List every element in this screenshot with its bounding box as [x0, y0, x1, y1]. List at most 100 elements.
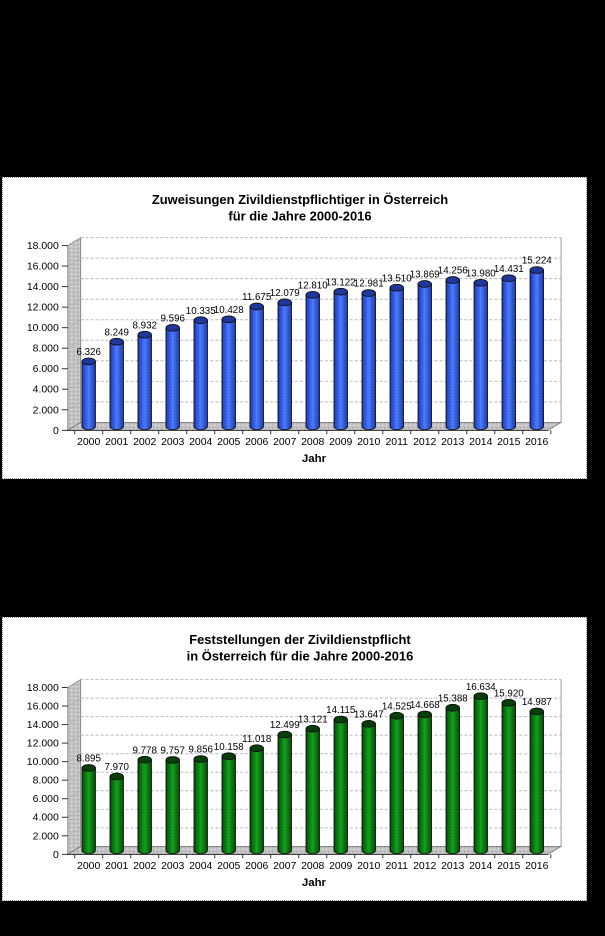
bar-value-label: 13.122: [326, 277, 356, 288]
gridline-wall: [67, 697, 81, 707]
x-tick-label: 2015: [497, 861, 520, 872]
bar-texture: [250, 306, 264, 430]
bar-value-label: 15.388: [438, 693, 468, 704]
bar-texture: [250, 748, 264, 854]
bar-value-label: 12.499: [270, 720, 300, 731]
y-tick-label: 14.000: [27, 282, 59, 293]
bar-cap: [529, 266, 544, 274]
bar-value-label: 14.115: [326, 705, 355, 716]
bar-cap: [221, 315, 236, 324]
bar-texture: [137, 759, 152, 854]
x-tick-label: 2002: [133, 437, 156, 448]
bar-value-label: 11.675: [242, 292, 272, 303]
bar-texture: [81, 361, 96, 430]
y-tick-label: 10.000: [27, 757, 59, 768]
chart-title-line2: in Österreich für die Jahre 2000-2016: [187, 649, 414, 664]
x-tick-label: 2001: [105, 437, 128, 448]
bar-value-label: 12.810: [298, 281, 328, 292]
gridline-wall: [67, 753, 81, 763]
bar-value-label: 9.757: [161, 746, 185, 757]
gridline-wall: [67, 380, 81, 390]
bar-value-label: 11.018: [242, 734, 271, 745]
bar-texture: [446, 280, 460, 430]
x-axis-title: Jahr: [302, 453, 327, 465]
bar-value-label: 8.249: [104, 327, 128, 338]
y-tick-label: 2.000: [33, 405, 59, 416]
y-tick-label: 2.000: [33, 831, 59, 842]
y-tick-label: 18.000: [27, 241, 59, 252]
bar-cap: [193, 316, 208, 325]
x-tick-label: 2007: [273, 437, 296, 448]
x-tick-label: 2006: [245, 861, 268, 872]
bar-value-label: 9.856: [189, 745, 213, 756]
plot-area: 0 2.000 4.000 6.000 8.000 10.000 12.000 14.000 1…: [27, 236, 563, 448]
x-tick-label: 2012: [413, 437, 436, 448]
bar-cap: [305, 724, 320, 733]
chart-panel-feststellungen: Feststellungen der Zivildienstpflicht in…: [2, 617, 587, 901]
bar-cap: [277, 730, 292, 739]
bar-value-label: 10.428: [214, 305, 244, 316]
bar-value-label: 16.634: [466, 682, 496, 693]
gridline-wall: [67, 257, 81, 267]
bar-cap: [277, 298, 292, 307]
x-tick-label: 2003: [161, 861, 184, 872]
x-tick-label: 2015: [497, 437, 520, 448]
y-tick-label: 18.000: [27, 683, 59, 694]
gridline-wall: [67, 237, 81, 246]
x-axis-title: Jahr: [302, 877, 327, 889]
chart-title-line2: für die Jahre 2000-2016: [228, 209, 371, 224]
y-tick-label: 8.000: [33, 344, 59, 355]
bar-cap: [109, 337, 124, 346]
bar-value-label: 14.987: [522, 697, 552, 708]
bar-value-label: 13.510: [382, 273, 412, 284]
plot-wall: [67, 678, 82, 856]
x-tick-label: 2009: [329, 437, 352, 448]
bar-value-label: 8.932: [132, 320, 156, 331]
chart-title-line1: Zuweisungen Zivildienstpflichtiger in Ös…: [152, 192, 448, 207]
x-tick-label: 2014: [469, 861, 492, 872]
bar-cap: [137, 330, 152, 339]
y-tick-label: 8.000: [33, 776, 59, 787]
bar-value-label: 15.920: [494, 688, 524, 699]
y-tick-label: 16.000: [27, 702, 59, 713]
bar-value-label: 14.525: [382, 701, 412, 712]
bar-value-label: 7.970: [105, 762, 130, 773]
bar-texture: [193, 320, 208, 430]
x-tick-label: 2006: [245, 437, 268, 448]
bar-cap: [445, 703, 460, 712]
bar-texture: [221, 756, 236, 854]
y-tick-label: 0: [53, 850, 59, 861]
x-tick-label: 2010: [357, 861, 380, 872]
bar-value-label: 14.431: [494, 264, 524, 275]
x-tick-label: 2008: [301, 437, 324, 448]
gridline-wall: [67, 401, 81, 411]
gridline-wall: [67, 319, 81, 329]
bar-cap: [221, 752, 236, 761]
bar-texture: [446, 707, 460, 854]
bar-cap: [109, 772, 124, 781]
y-tick-label: 12.000: [27, 303, 59, 314]
gridline-wall: [67, 808, 81, 818]
bar-value-label: 8.895: [76, 754, 100, 765]
y-tick-label: 16.000: [27, 262, 59, 273]
bar-texture: [362, 723, 376, 854]
bar-texture: [334, 291, 348, 430]
bar-cap: [249, 744, 264, 753]
bar-cap: [333, 287, 348, 296]
x-tick-label: 2007: [273, 861, 296, 872]
bar-cap: [305, 291, 320, 299]
bar-value-label: 13.647: [354, 710, 384, 721]
bar-texture: [334, 719, 348, 854]
x-tick-label: 2010: [357, 437, 380, 448]
bar-texture: [530, 711, 544, 854]
gridline-wall: [67, 278, 81, 288]
x-tick-label: 2002: [133, 861, 156, 872]
bar-value-label: 13.121: [298, 714, 328, 725]
bar-texture: [530, 270, 544, 430]
y-tick-label: 10.000: [27, 323, 59, 334]
bar-cap: [501, 274, 516, 283]
bar-value-label: 9.596: [160, 313, 184, 324]
bar-texture: [502, 702, 516, 854]
x-tick-label: 2014: [469, 437, 492, 448]
bar-cap: [361, 289, 376, 297]
